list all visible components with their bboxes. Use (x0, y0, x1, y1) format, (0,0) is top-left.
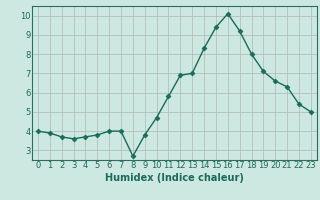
X-axis label: Humidex (Indice chaleur): Humidex (Indice chaleur) (105, 173, 244, 183)
